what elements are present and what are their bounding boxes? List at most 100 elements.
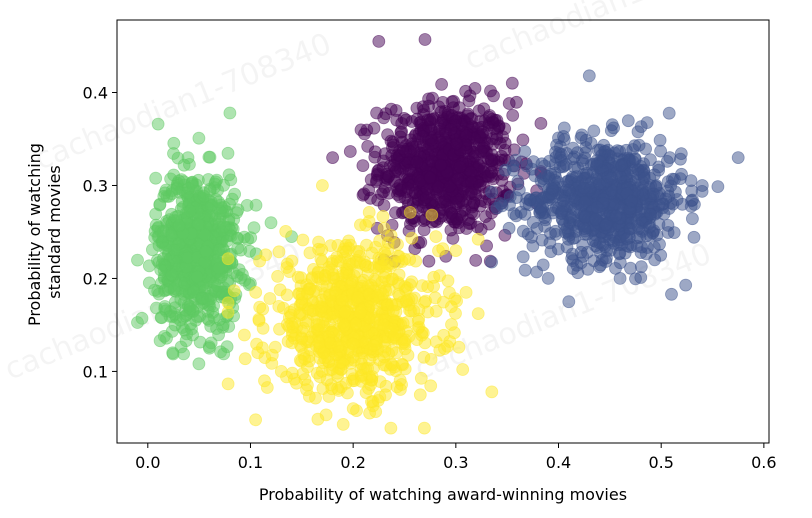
scatter-point bbox=[450, 137, 463, 151]
scatter-point bbox=[361, 139, 375, 153]
scatter-point bbox=[629, 272, 642, 286]
scatter-point bbox=[674, 152, 687, 166]
scatter-point bbox=[317, 346, 331, 360]
scatter-point bbox=[237, 328, 251, 342]
scatter-point bbox=[544, 245, 558, 259]
scatter-point bbox=[512, 183, 526, 197]
scatter-point bbox=[417, 421, 431, 435]
scatter-point bbox=[151, 117, 165, 131]
scatter-point bbox=[346, 337, 360, 351]
scatter-point bbox=[393, 190, 407, 204]
scatter-point bbox=[453, 160, 467, 174]
scatter-point bbox=[385, 344, 399, 358]
scatter-point bbox=[574, 245, 588, 259]
scatter-point bbox=[654, 144, 667, 158]
scatter-point bbox=[312, 336, 326, 350]
scatter-point bbox=[462, 213, 475, 227]
scatter-point bbox=[167, 136, 181, 150]
y-tick-label: 0.4 bbox=[83, 84, 108, 103]
scatter-point bbox=[593, 177, 606, 191]
scatter-point bbox=[331, 382, 345, 395]
scatter-point bbox=[249, 285, 263, 299]
scatter-point bbox=[417, 350, 431, 364]
scatter-point bbox=[452, 340, 466, 354]
scatter-point bbox=[605, 171, 618, 185]
scatter-point bbox=[391, 249, 405, 263]
scatter-point bbox=[400, 294, 414, 308]
scatter-point bbox=[628, 139, 642, 153]
scatter-point bbox=[357, 273, 370, 287]
scatter-point bbox=[231, 231, 245, 245]
scatter-point bbox=[451, 172, 465, 186]
scatter-point bbox=[220, 234, 234, 248]
scatter-point bbox=[555, 147, 568, 161]
scatter-point bbox=[290, 376, 303, 390]
scatter-point bbox=[471, 232, 485, 246]
scatter-point bbox=[423, 171, 437, 185]
scatter-point bbox=[331, 340, 345, 354]
scatter-point bbox=[274, 364, 288, 378]
scatter-point bbox=[395, 357, 409, 371]
scatter-point bbox=[179, 334, 193, 348]
scatter-point bbox=[145, 243, 159, 257]
scatter-point bbox=[665, 287, 678, 301]
scatter-point bbox=[279, 224, 293, 238]
scatter-point bbox=[654, 248, 668, 262]
y-axis-label-line-2: standard movies bbox=[45, 165, 64, 299]
scatter-point bbox=[315, 179, 329, 192]
scatter-point bbox=[183, 204, 197, 218]
scatter-point bbox=[258, 351, 272, 365]
scatter-point bbox=[149, 171, 163, 185]
y-tick-label: 0.3 bbox=[83, 176, 108, 195]
series-1 bbox=[485, 69, 745, 309]
scatter-point bbox=[510, 95, 523, 109]
scatter-point bbox=[644, 153, 657, 167]
scatter-point bbox=[578, 151, 592, 165]
scatter-point bbox=[595, 148, 609, 162]
scatter-point bbox=[305, 271, 319, 285]
scatter-point bbox=[148, 283, 161, 297]
scatter-point bbox=[403, 253, 417, 266]
scatter-point bbox=[676, 197, 689, 211]
scatter-point bbox=[223, 197, 237, 211]
scatter-point bbox=[660, 154, 674, 168]
scatter-point bbox=[351, 290, 365, 304]
x-tick-label: 0.3 bbox=[443, 453, 468, 472]
scatter-point bbox=[214, 345, 228, 359]
scatter-point bbox=[312, 318, 326, 332]
scatter-point bbox=[581, 262, 595, 276]
scatter-point bbox=[201, 292, 215, 306]
y-axis-label-line-1: Probability of watching bbox=[25, 143, 44, 326]
scatter-point bbox=[450, 294, 464, 308]
scatter-point bbox=[503, 190, 517, 204]
scatter-point bbox=[637, 168, 651, 182]
scatter-point bbox=[210, 322, 224, 335]
scatter-point bbox=[182, 181, 196, 195]
scatter-point bbox=[443, 180, 457, 194]
scatter-point bbox=[403, 205, 417, 219]
scatter-point bbox=[624, 194, 638, 208]
scatter-point bbox=[306, 304, 320, 317]
scatter-point bbox=[384, 421, 398, 435]
scatter-point bbox=[405, 231, 419, 245]
scatter-point bbox=[311, 412, 325, 426]
scatter-point bbox=[183, 302, 197, 316]
scatter-point bbox=[336, 417, 350, 431]
scatter-point bbox=[441, 274, 455, 288]
scatter-point bbox=[204, 199, 218, 213]
scatter-point bbox=[375, 187, 388, 201]
scatter-point bbox=[471, 307, 485, 321]
scatter-point bbox=[247, 221, 261, 235]
scatter-point bbox=[668, 172, 681, 186]
scatter-point bbox=[252, 314, 266, 328]
y-tick-label: 0.2 bbox=[83, 269, 108, 288]
scatter-point bbox=[388, 328, 402, 342]
scatter-point bbox=[153, 334, 167, 348]
scatter-point bbox=[312, 242, 326, 256]
scatter-point bbox=[566, 262, 580, 276]
scatter-point bbox=[240, 198, 254, 212]
scatter-point bbox=[227, 284, 241, 298]
scatter-point bbox=[450, 212, 463, 226]
scatter-point bbox=[365, 395, 378, 409]
scatter-point bbox=[679, 278, 693, 292]
